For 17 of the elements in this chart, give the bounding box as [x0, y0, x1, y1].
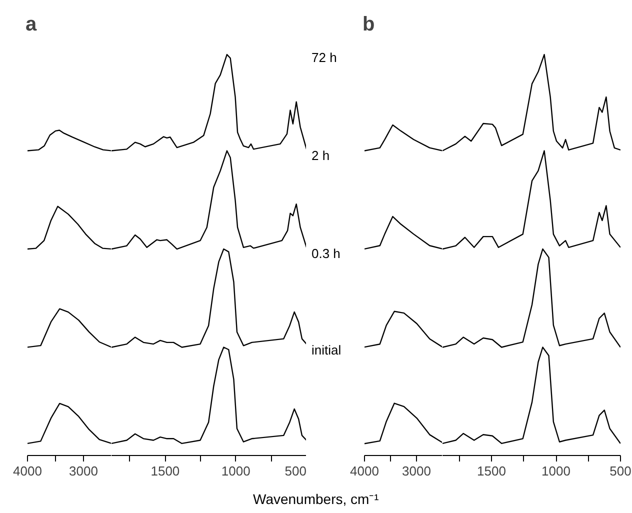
x-tick-label: 3000 — [69, 464, 98, 478]
x-axis-title: Wavenumbers, cm⁻¹ — [253, 490, 379, 509]
chart-title: b — [362, 14, 375, 36]
x-tick-label: 4000 — [350, 464, 379, 478]
x-tick-label: 1500 — [150, 464, 180, 478]
text: 0.3 h — [312, 246, 340, 262]
x-tick-label: 1000 — [221, 464, 250, 478]
x-tick-label: 500 — [284, 464, 307, 478]
x-tick-label: 4000 — [13, 464, 42, 478]
text: 2 h — [312, 148, 330, 163]
text: 72 h — [312, 50, 337, 65]
x-tick-label: 500 — [610, 464, 632, 478]
chart-title: a — [26, 14, 38, 36]
x-tick-label: 1000 — [542, 464, 570, 478]
text: initial — [312, 342, 342, 358]
x-tick-label: 3000 — [402, 464, 431, 478]
x-tick-label: 1500 — [477, 464, 506, 478]
